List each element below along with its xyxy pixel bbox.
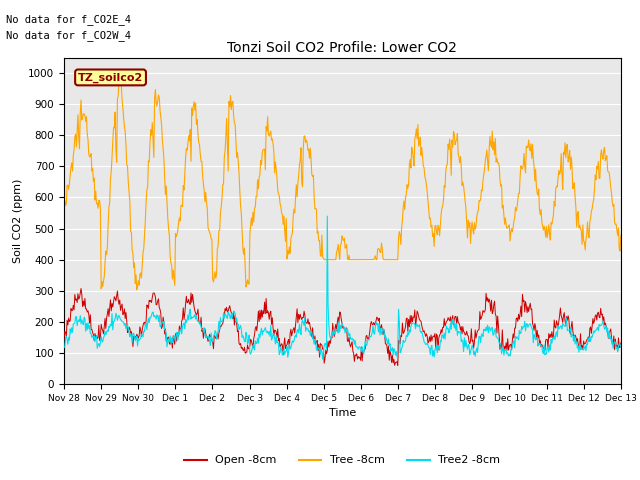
Y-axis label: Soil CO2 (ppm): Soil CO2 (ppm)	[13, 179, 22, 263]
Title: Tonzi Soil CO2 Profile: Lower CO2: Tonzi Soil CO2 Profile: Lower CO2	[227, 41, 458, 55]
Legend: Open -8cm, Tree -8cm, Tree2 -8cm: Open -8cm, Tree -8cm, Tree2 -8cm	[180, 451, 505, 470]
Text: No data for f_CO2W_4: No data for f_CO2W_4	[6, 30, 131, 41]
Text: No data for f_CO2E_4: No data for f_CO2E_4	[6, 13, 131, 24]
X-axis label: Time: Time	[329, 408, 356, 418]
Text: TZ_soilco2: TZ_soilco2	[78, 72, 143, 83]
